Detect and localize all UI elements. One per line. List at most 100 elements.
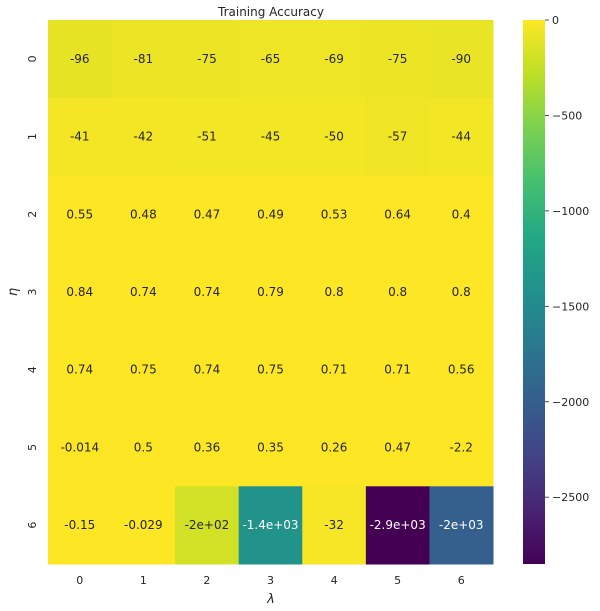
- x-tick-label: 6: [458, 574, 465, 587]
- cell-value-label: -2.2: [450, 440, 473, 454]
- heatmap-cell: [429, 97, 494, 176]
- y-tick-label: 6: [26, 522, 39, 529]
- colorbar-tick-label: −2500: [552, 491, 589, 504]
- heatmap-cell: [48, 175, 113, 254]
- cell-value-label: -50: [324, 130, 344, 144]
- cell-value-label: -2e+02: [185, 518, 230, 532]
- y-tick-label: 5: [26, 444, 39, 451]
- heatmap-cell: [48, 97, 113, 176]
- cell-value-label: 0.53: [321, 207, 348, 221]
- cell-value-label: -51: [197, 130, 217, 144]
- cell-value-label: 0.5: [134, 440, 153, 454]
- x-axis-label: λ: [266, 592, 275, 607]
- heatmap-cell: [238, 330, 303, 410]
- cell-value-label: -2.9e+03: [370, 518, 426, 532]
- x-axis-ticks: 0 1 2 3 4 5 6: [76, 574, 464, 587]
- heatmap-cell: [175, 175, 240, 254]
- heatmap-cell: [429, 486, 494, 565]
- cell-value-label: -42: [134, 130, 154, 144]
- cell-value-label: 0.56: [448, 363, 475, 377]
- heatmap-cell: [365, 408, 430, 487]
- colorbar-tick-label: −500: [552, 109, 582, 122]
- heatmap-cell: [238, 20, 303, 99]
- cell-value-label: 0.74: [194, 363, 221, 377]
- cell-value-label: 0.8: [388, 285, 407, 299]
- cell-value-label: 0.47: [384, 440, 411, 454]
- cell-value-label: 0.36: [194, 440, 221, 454]
- x-tick-label: 5: [394, 574, 401, 587]
- heatmap-cells: [48, 20, 494, 565]
- cell-value-label: 0.8: [452, 285, 471, 299]
- heatmap-cell: [111, 486, 176, 565]
- cell-value-label: 0.74: [130, 285, 157, 299]
- cell-value-label: -57: [388, 130, 408, 144]
- heatmap-cell: [365, 175, 430, 254]
- cell-value-label: -44: [451, 130, 471, 144]
- cell-value-label: -0.014: [60, 440, 99, 454]
- cell-value-label: -69: [324, 52, 344, 66]
- heatmap-cell: [302, 408, 367, 487]
- cell-value-label: -75: [197, 52, 217, 66]
- cell-value-label: 0.74: [194, 285, 221, 299]
- cell-value-label: 0.75: [130, 363, 157, 377]
- heatmap-cell: [238, 486, 303, 565]
- cell-value-label: 0.35: [257, 440, 284, 454]
- y-tick-label: 2: [26, 211, 39, 218]
- cell-value-label: -2e+03: [439, 518, 484, 532]
- heatmap-cell: [175, 97, 240, 176]
- cell-value-label: 0.55: [66, 207, 93, 221]
- cell-value-label: 0.79: [257, 285, 284, 299]
- heatmap-cell: [48, 486, 113, 565]
- heatmap-cell: [111, 408, 176, 487]
- cell-value-label: 0.48: [130, 207, 157, 221]
- y-axis-label: η: [6, 288, 21, 296]
- heatmap-cell: [365, 253, 430, 332]
- cell-value-label: -81: [134, 52, 154, 66]
- cell-value-label: -0.029: [124, 518, 163, 532]
- heatmap-cell: [429, 408, 494, 487]
- heatmap-cell: [175, 253, 240, 332]
- x-tick-label: 2: [203, 574, 210, 587]
- cell-value-label: 0.49: [257, 207, 284, 221]
- cell-value-label: -90: [451, 52, 471, 66]
- heatmap-cell: [111, 97, 176, 176]
- heatmap-cell: [238, 253, 303, 332]
- colorbar-tick-label: −1000: [552, 205, 589, 218]
- x-tick-label: 1: [140, 574, 147, 587]
- colorbar-tick-label: −1500: [552, 300, 589, 313]
- heatmap-cell: [175, 486, 240, 565]
- colorbar-tick-label: 0: [552, 14, 559, 27]
- heatmap-cell: [302, 97, 367, 176]
- heatmap-cell: [175, 20, 240, 99]
- colorbar-tick-label: −2000: [552, 396, 589, 409]
- heatmap-cell: [48, 253, 113, 332]
- heatmap-cell: [429, 20, 494, 99]
- cell-value-label: -1.4e+03: [242, 518, 298, 532]
- heatmap-cell: [48, 20, 113, 99]
- x-tick-label: 4: [331, 574, 338, 587]
- heatmap-cell: [238, 97, 303, 176]
- cell-value-label: 0.64: [384, 207, 411, 221]
- heatmap-cell: [365, 97, 430, 176]
- cell-value-label: 0.26: [321, 440, 348, 454]
- x-tick-label: 3: [267, 574, 274, 587]
- cell-value-label: 0.47: [194, 207, 221, 221]
- colorbar-ticks: 0 −500 −1000 −1500 −2000 −2500: [545, 14, 589, 504]
- cell-value-label: -41: [70, 130, 90, 144]
- y-tick-label: 4: [26, 366, 39, 373]
- y-tick-label: 3: [26, 289, 39, 296]
- y-tick-label: 1: [26, 133, 39, 140]
- heatmap-cell: [175, 408, 240, 487]
- heatmap-cell: [365, 330, 430, 410]
- heatmap-cell-labels: -96 -81 -75 -65 -69 -75 -90 -41 -42 -51 -45 -50 -57 -…: [60, 52, 483, 532]
- y-tick-label: 0: [26, 55, 39, 62]
- heatmap-cell: [365, 486, 430, 565]
- heatmap-cell: [429, 330, 494, 410]
- heatmap-cell: [175, 330, 240, 410]
- heatmap-cell: [111, 330, 176, 410]
- heatmap-cell: [429, 175, 494, 254]
- colorbar: [523, 20, 545, 564]
- y-axis-ticks: 0 1 2 3 4 5 6: [26, 55, 39, 528]
- heatmap-cell: [48, 408, 113, 487]
